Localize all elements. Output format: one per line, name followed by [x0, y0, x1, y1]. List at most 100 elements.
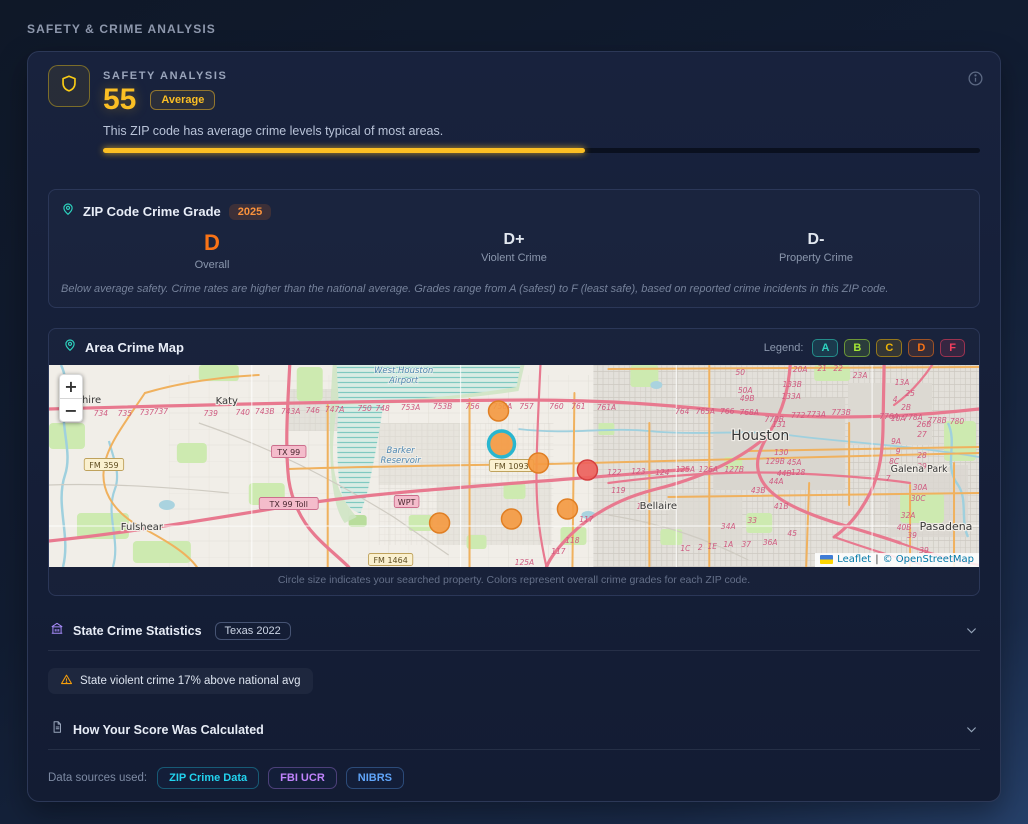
svg-text:41B: 41B	[774, 502, 789, 511]
svg-text:39: 39	[907, 531, 917, 540]
legend-grade-d: D	[908, 338, 935, 357]
safety-progress-track	[103, 148, 980, 153]
svg-text:Katy: Katy	[216, 396, 238, 407]
svg-text:30C: 30C	[911, 494, 927, 503]
svg-text:761A: 761A	[597, 403, 616, 412]
leaflet-flag-icon	[820, 555, 834, 565]
svg-text:TX 99 Toll: TX 99 Toll	[269, 500, 308, 509]
source-pill: FBI UCR	[268, 767, 337, 790]
state-crime-statistics-accordion[interactable]: State Crime Statistics Texas 2022	[48, 610, 980, 652]
score-methodology-accordion[interactable]: How Your Score Was Calculated	[48, 709, 980, 751]
svg-text:39: 39	[919, 546, 929, 555]
map-minor-roads	[49, 422, 749, 561]
svg-text:133B: 133B	[782, 380, 801, 389]
svg-text:22: 22	[833, 365, 843, 373]
svg-text:50A: 50A	[738, 386, 753, 395]
leaflet-link[interactable]: Leaflet	[837, 554, 872, 566]
svg-text:127B: 127B	[725, 465, 744, 474]
svg-text:20A: 20A	[793, 365, 808, 374]
grade-category-label: Violent Crime	[481, 252, 547, 265]
svg-text:737: 737	[154, 407, 169, 416]
svg-text:753B: 753B	[433, 402, 452, 411]
svg-text:44A: 44A	[769, 477, 784, 486]
grade-columns: D Overall D+ Violent Crime D- Property Crime	[61, 230, 967, 271]
svg-text:45A: 45A	[787, 458, 802, 467]
grade-column: D+ Violent Crime	[363, 230, 665, 271]
chevron-down-icon	[965, 723, 978, 736]
svg-text:780: 780	[950, 417, 965, 426]
state-stats-title: State Crime Statistics	[73, 623, 202, 638]
svg-text:TX 99: TX 99	[276, 448, 300, 457]
svg-text:772: 772	[791, 411, 806, 420]
svg-text:FM 359: FM 359	[89, 461, 118, 470]
map-attribution: Leaflet | © OpenStreetMap	[815, 553, 979, 568]
svg-text:743A: 743A	[281, 407, 300, 416]
svg-text:122: 122	[607, 468, 622, 477]
svg-text:Pasadena: Pasadena	[920, 520, 973, 533]
attribution-separator: |	[875, 554, 879, 566]
page-title: SAFETY & CRIME ANALYSIS	[27, 22, 216, 36]
svg-text:130: 130	[774, 448, 789, 457]
svg-text:7: 7	[886, 474, 891, 483]
source-pills: ZIP Crime Data FBI UCR NIBRS	[157, 767, 404, 790]
svg-text:WPT: WPT	[398, 498, 416, 507]
svg-text:9: 9	[896, 447, 901, 456]
data-sources-row: Data sources used: ZIP Crime Data FBI UCR…	[48, 767, 980, 790]
svg-text:FM 1093: FM 1093	[494, 462, 528, 471]
info-icon[interactable]	[967, 70, 984, 92]
svg-text:125A: 125A	[676, 465, 695, 474]
svg-text:761: 761	[571, 402, 585, 411]
source-pill: ZIP Crime Data	[157, 767, 260, 790]
svg-text:30A: 30A	[913, 483, 928, 492]
safety-score: 55	[103, 83, 137, 116]
safety-header: SAFETY ANALYSIS 55 Average This ZIP code…	[48, 65, 980, 153]
svg-text:748: 748	[375, 404, 390, 413]
svg-text:2B: 2B	[901, 403, 911, 412]
source-pill: NIBRS	[345, 767, 404, 790]
svg-text:29: 29	[917, 462, 927, 471]
svg-text:40B: 40B	[897, 523, 912, 532]
svg-text:773A: 773A	[806, 410, 825, 419]
svg-text:28: 28	[917, 451, 927, 460]
svg-text:778B: 778B	[927, 416, 946, 425]
svg-text:735: 735	[118, 409, 133, 418]
legend-label: Legend:	[763, 341, 804, 354]
grade-note: Below average safety. Crime rates are hi…	[61, 283, 889, 296]
svg-text:32A: 32A	[901, 511, 916, 520]
chevron-down-icon	[965, 624, 978, 637]
crime-map-canvas[interactable]: 734 735 737 737 739 740 743B 743A 746 747A 750 748 7…	[49, 365, 979, 568]
map-caption: Circle size indicates your searched prop…	[277, 574, 751, 587]
safety-description: This ZIP code has average crime levels t…	[103, 124, 444, 138]
svg-text:49B: 49B	[740, 394, 755, 403]
legend-grade-f: F	[940, 338, 965, 357]
score-rating-badge: Average	[150, 90, 216, 110]
zoom-out-button[interactable]: −	[60, 398, 82, 421]
svg-text:764: 764	[675, 407, 690, 416]
crime-markers	[428, 400, 599, 535]
document-icon	[50, 720, 64, 739]
state-crime-warning: State violent crime 17% above national a…	[48, 668, 313, 695]
grade-column: D Overall	[61, 230, 363, 271]
legend-grade-b: B	[844, 338, 871, 357]
svg-text:4: 4	[893, 395, 898, 404]
svg-text:50: 50	[735, 368, 745, 377]
openstreetmap-link[interactable]: © OpenStreetMap	[882, 554, 974, 566]
svg-text:129B: 129B	[766, 457, 785, 466]
svg-text:117: 117	[579, 515, 594, 524]
grade-letter: D-	[807, 231, 825, 248]
map-panel-title: Area Crime Map	[85, 340, 184, 356]
map-pin-icon	[61, 202, 75, 221]
zoom-in-button[interactable]: +	[64, 377, 78, 397]
svg-text:739: 739	[204, 409, 219, 418]
crime-map[interactable]: 734 735 737 737 739 740 743B 743A 746 747A 750 748 7…	[49, 365, 979, 568]
svg-text:37: 37	[741, 540, 751, 549]
svg-text:13A: 13A	[895, 378, 910, 387]
building-icon	[50, 621, 64, 640]
safety-analysis-label: SAFETY ANALYSIS	[103, 70, 228, 82]
svg-text:33: 33	[747, 516, 757, 525]
warning-text: State violent crime 17% above national a…	[80, 675, 301, 688]
svg-text:768A: 768A	[740, 408, 759, 417]
grade-year-badge: 2025	[228, 203, 272, 220]
